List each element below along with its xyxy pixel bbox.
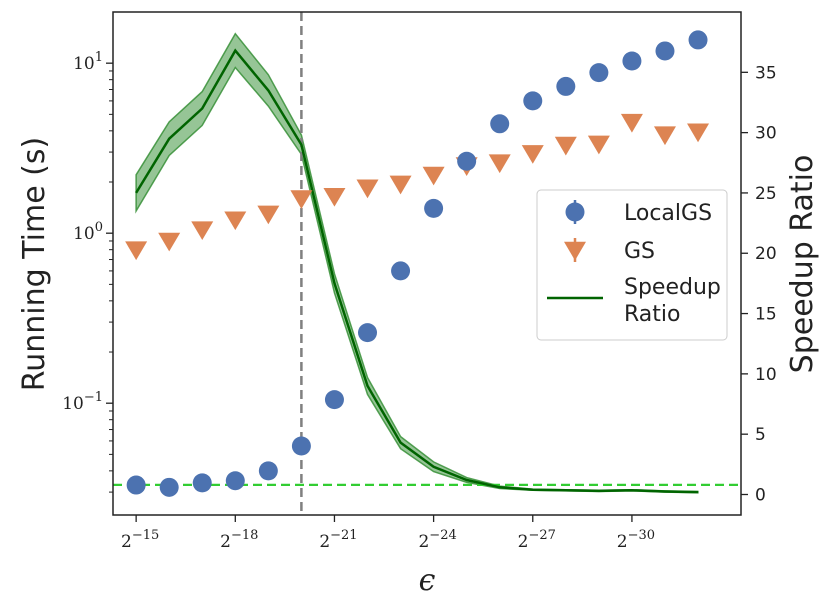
y-axis-right-title: Speedup Ratio [785,155,820,374]
x-tick-label: 2−18 [220,528,258,552]
localgs-point [324,390,344,410]
localgs-point [159,477,179,497]
x-tick-label: 2−15 [121,528,159,552]
localgs-point [192,473,212,493]
gs-point [620,113,643,133]
gs-point [290,190,313,209]
scatter-points-layer [125,30,710,497]
legend-speedup-label-line1: Speedup [624,275,721,300]
y-axis-left-title: Running Time (s) [17,137,52,391]
gs-point [356,179,379,199]
legend-box [536,189,728,341]
x-tick-label: 2−21 [319,528,357,552]
gs-point [653,126,676,146]
legend-localgs-label: LocalGS [624,201,712,226]
legend-gs-label: GS [624,239,655,264]
gs-point [488,154,511,174]
y-right-tick-label: 15 [755,305,777,325]
legend-gs-marker [564,241,586,261]
localgs-point [655,41,675,61]
gs-point [422,166,445,186]
gs-point [687,123,710,143]
x-tick-label: 2−24 [418,528,456,552]
y-right-tick-label: 10 [755,365,777,385]
localgs-point [523,91,543,111]
ticks-layer: 2−15 2−18 2−21 2−24 2−27 2−30 10−1 100 101 0 5 10 15… [62,50,776,552]
localgs-point [225,471,245,491]
gs-point [323,187,346,207]
y-left-tick-label: 100 [73,220,103,244]
localgs-point [126,475,146,495]
x-tick-label: 2−30 [617,528,655,552]
gs-point [191,221,214,241]
localgs-point [358,323,378,343]
reference-lines-layer [113,12,741,515]
localgs-point [391,261,411,281]
gs-point [158,232,181,252]
gs-point [521,145,544,164]
plot-frame [112,11,742,516]
y-right-tick-label: 0 [755,485,766,505]
localgs-point [258,461,278,481]
y-right-tick-label: 5 [755,425,766,445]
y-right-tick-label: 25 [755,184,777,204]
localgs-point [424,198,444,218]
localgs-point [291,436,311,456]
y-right-tick-label: 20 [755,244,777,264]
localgs-point [622,51,642,71]
y-left-tick-label: 101 [73,50,103,74]
gs-point [587,135,610,155]
x-axis-title: ϵ [419,563,436,598]
legend-speedup-label-line2: Ratio [624,302,680,327]
localgs-point [457,151,477,171]
x-tick-label: 2−27 [518,528,556,552]
gs-point [125,241,148,261]
localgs-point [490,114,510,134]
gs-point [389,175,412,195]
localgs-point [688,30,708,50]
speedup-ratio-line [135,48,699,494]
gs-point [257,205,280,225]
speedup-line-layer [135,48,699,494]
y-right-tick-label: 35 [755,63,777,83]
gs-point [224,211,247,231]
gs-point [554,136,577,156]
y-left-tick-label: 10−1 [62,390,103,414]
localgs-point [589,63,609,83]
legend-localgs-marker [565,202,585,222]
y-right-tick-label: 30 [755,124,777,144]
localgs-point [556,76,576,96]
